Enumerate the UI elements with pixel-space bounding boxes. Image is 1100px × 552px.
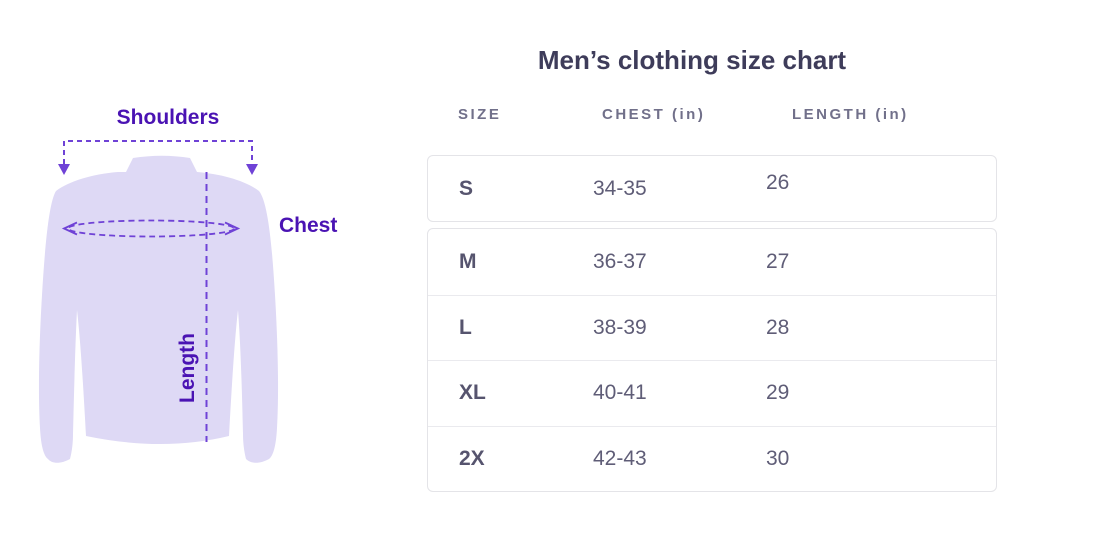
chest-arrowhead-right <box>224 221 241 236</box>
shirt-diagram <box>38 140 279 463</box>
shoulders-arrowhead-right <box>246 164 258 175</box>
chest-cell: 42-43 <box>593 446 647 470</box>
chest-cell: 36-37 <box>593 249 647 273</box>
length-label: Length <box>176 333 199 403</box>
length-cell: 29 <box>766 381 790 405</box>
size-cell: L <box>459 315 472 339</box>
table-row: L 38-39 28 <box>428 294 996 361</box>
chest-label: Chest <box>279 214 338 237</box>
length-cell: 30 <box>766 446 790 470</box>
length-cell: 28 <box>766 315 790 339</box>
table-card-first-row: S 34-35 26 <box>427 155 997 222</box>
table-card-remaining-rows: M 36-37 27 L 38-39 28 XL 40-41 29 2X 42-… <box>427 228 997 492</box>
size-cell: XL <box>459 381 486 405</box>
chest-cell: 40-41 <box>593 381 647 405</box>
length-cell: 26 <box>766 170 790 194</box>
chest-measure-ellipse <box>67 219 235 238</box>
chest-arrowhead-left <box>61 221 78 236</box>
table-row: M 36-37 27 <box>428 229 996 295</box>
chest-cell: 38-39 <box>593 315 647 339</box>
column-header-length: LENGTH (in) <box>792 106 909 123</box>
size-cell: 2X <box>459 446 485 470</box>
table-row: S 34-35 26 <box>428 156 996 221</box>
shoulders-arrowhead-left <box>58 164 70 175</box>
page-title: Men’s clothing size chart <box>537 45 847 75</box>
column-header-size: SIZE <box>458 106 502 123</box>
column-header-chest: CHEST (in) <box>602 106 706 123</box>
chest-cell: 34-35 <box>593 176 647 200</box>
length-cell: 27 <box>766 249 790 273</box>
size-cell: S <box>459 176 474 200</box>
shirt-silhouette <box>38 155 279 463</box>
size-cell: M <box>459 249 477 273</box>
shoulders-measure-arrow <box>63 140 253 164</box>
table-row: 2X 42-43 30 <box>428 425 996 492</box>
shoulders-label: Shoulders <box>116 106 220 129</box>
table-row: XL 40-41 29 <box>428 360 996 426</box>
